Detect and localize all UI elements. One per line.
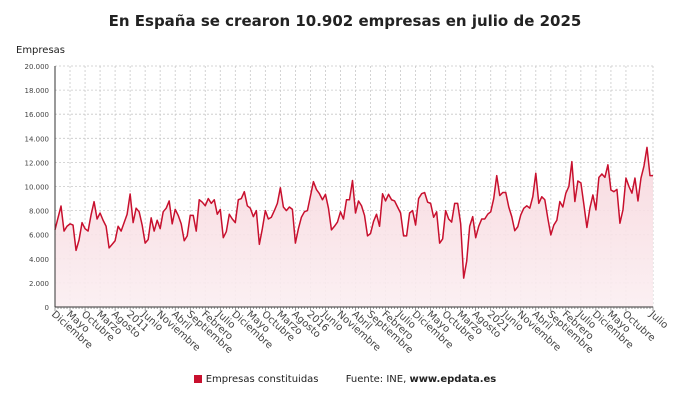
y-tick-label: 16.000 bbox=[25, 111, 50, 119]
y-tick-label: 18.000 bbox=[25, 87, 50, 95]
x-tick-label: Julio bbox=[646, 308, 670, 331]
source-note: Fuente: INE, www.epdata.es bbox=[346, 374, 497, 385]
y-tick-label: 0 bbox=[45, 304, 49, 312]
legend-swatch bbox=[193, 375, 202, 383]
y-tick-label: 10.000 bbox=[25, 184, 50, 192]
source-site: www.epdata.es bbox=[409, 374, 497, 385]
y-tick-label: 2.000 bbox=[29, 280, 49, 288]
y-tick-label: 20.000 bbox=[25, 63, 50, 71]
y-tick-label: 4.000 bbox=[29, 256, 49, 264]
series-marks bbox=[54, 146, 654, 307]
source-prefix: Fuente: INE, bbox=[345, 374, 410, 385]
chart-title: En España se crearon 10.902 empresas en … bbox=[108, 12, 582, 30]
series-line bbox=[54, 146, 654, 279]
y-tick-label: 8.000 bbox=[29, 208, 49, 216]
series-area bbox=[55, 147, 653, 307]
y-tick-label: 14.000 bbox=[25, 135, 50, 143]
y-tick-label: 6.000 bbox=[29, 232, 49, 240]
legend: Empresas constituidas Fuente: INE, www.e… bbox=[0, 374, 690, 385]
y-tick-label: 12.000 bbox=[25, 159, 50, 167]
legend-label: Empresas constituidas bbox=[205, 374, 319, 385]
y-axis-label: Empresas bbox=[16, 45, 65, 56]
